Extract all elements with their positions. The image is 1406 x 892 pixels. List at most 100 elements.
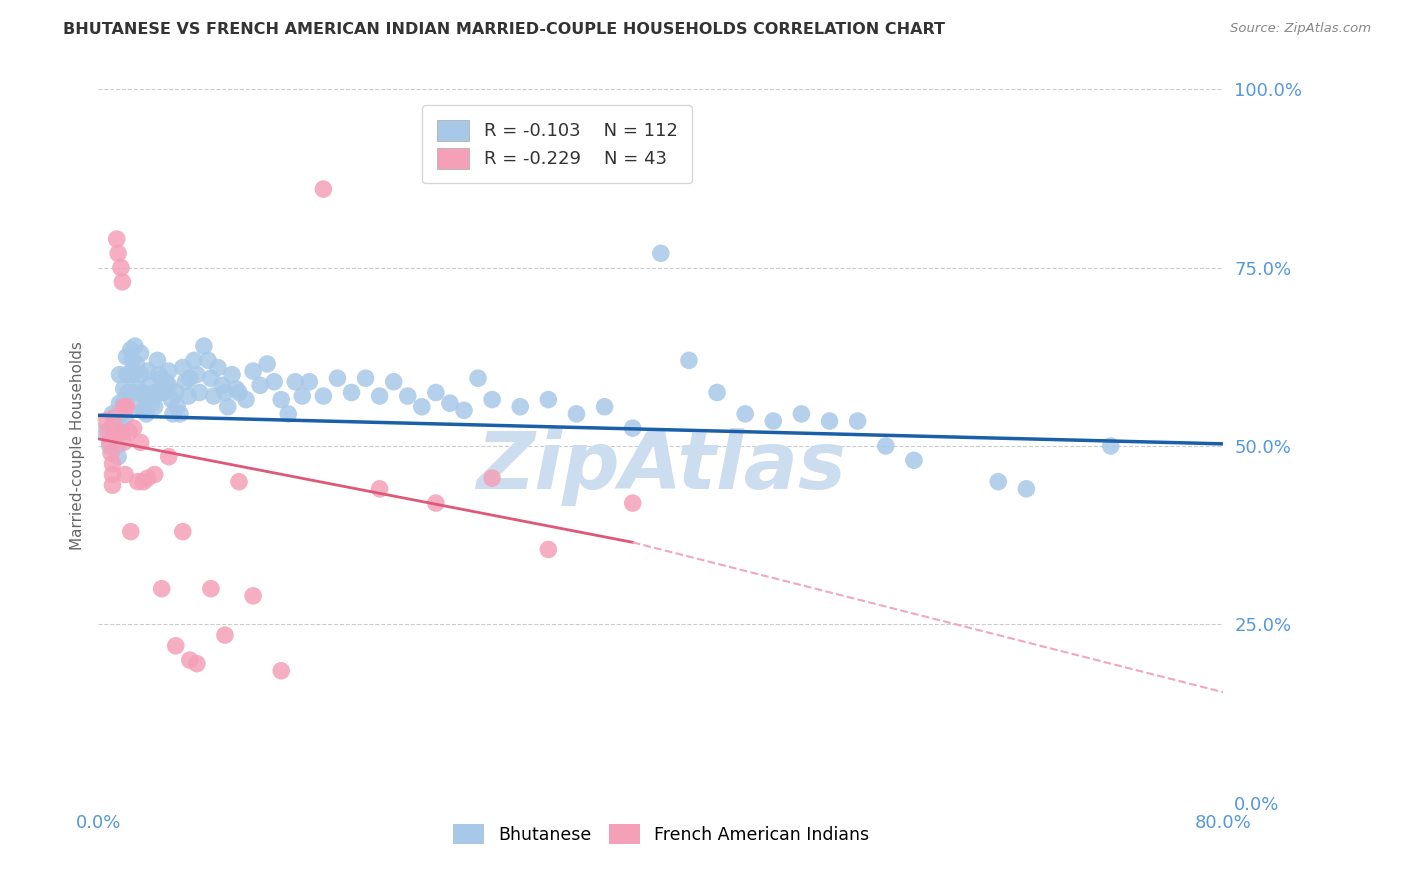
Point (101, 467, 124, 482)
Point (150, 582, 173, 596)
Point (98, 435, 121, 450)
Point (903, 453, 925, 467)
Point (127, 382, 149, 396)
Point (105, 439, 128, 453)
Point (125, 357, 148, 371)
Point (537, 542, 560, 557)
Point (235, 392, 257, 407)
Point (122, 385, 145, 400)
Point (298, 375, 321, 389)
Point (1015, 482, 1038, 496)
Point (312, 389, 335, 403)
Point (207, 360, 229, 375)
Point (565, 407, 588, 421)
Point (284, 375, 307, 389)
Point (228, 475, 250, 489)
Point (875, 439, 897, 453)
Point (481, 392, 503, 407)
Point (110, 260, 132, 275)
Point (186, 657, 208, 671)
Point (136, 471, 159, 485)
Point (396, 389, 419, 403)
Point (169, 407, 191, 421)
Point (103, 410, 125, 425)
Point (157, 378, 180, 392)
Point (94, 425, 117, 439)
Point (242, 589, 264, 603)
Point (225, 382, 247, 396)
Point (141, 396, 163, 410)
Text: Source: ZipAtlas.com: Source: ZipAtlas.com (1230, 22, 1371, 36)
Point (104, 425, 127, 439)
Point (118, 425, 141, 439)
Point (115, 400, 138, 414)
Point (101, 407, 124, 421)
Point (100, 446, 122, 460)
Point (112, 400, 135, 414)
Point (217, 400, 239, 414)
Point (270, 392, 292, 407)
Point (165, 385, 187, 400)
Point (108, 368, 131, 382)
Point (481, 471, 503, 485)
Point (179, 371, 201, 385)
Point (98, 439, 121, 453)
Point (138, 378, 160, 392)
Point (172, 524, 194, 539)
Point (650, 246, 672, 260)
Point (846, 414, 869, 428)
Point (143, 400, 166, 414)
Point (467, 371, 489, 385)
Point (132, 403, 155, 417)
Point (136, 364, 159, 378)
Point (162, 407, 184, 421)
Point (197, 353, 219, 368)
Point (111, 275, 134, 289)
Point (122, 421, 145, 435)
Point (174, 375, 197, 389)
Point (115, 368, 138, 382)
Point (193, 339, 215, 353)
Point (537, 392, 560, 407)
Point (188, 385, 211, 400)
Point (326, 371, 349, 385)
Point (382, 375, 405, 389)
Point (129, 435, 152, 450)
Point (200, 582, 222, 596)
Point (242, 364, 264, 378)
Point (157, 450, 180, 464)
Point (124, 339, 146, 353)
Point (105, 232, 128, 246)
Point (97, 425, 120, 439)
Point (110, 407, 132, 421)
Point (593, 400, 616, 414)
Point (111, 425, 134, 439)
Point (211, 378, 233, 392)
Point (115, 350, 138, 364)
Point (368, 389, 391, 403)
Point (120, 343, 142, 357)
Point (108, 396, 131, 410)
Point (149, 385, 172, 400)
Point (621, 496, 644, 510)
Point (127, 400, 149, 414)
Point (453, 403, 475, 417)
Point (509, 400, 531, 414)
Text: ZipAtlas: ZipAtlas (475, 428, 846, 507)
Point (221, 368, 243, 382)
Point (354, 371, 377, 385)
Point (165, 639, 187, 653)
Point (818, 414, 841, 428)
Point (202, 389, 225, 403)
Point (107, 450, 129, 464)
Point (108, 425, 131, 439)
Point (117, 385, 139, 400)
Point (312, 182, 335, 196)
Point (112, 435, 135, 450)
Point (112, 382, 135, 396)
Point (621, 421, 644, 435)
Point (101, 417, 124, 432)
Text: BHUTANESE VS FRENCH AMERICAN INDIAN MARRIED-COUPLE HOUSEHOLDS CORRELATION CHART: BHUTANESE VS FRENCH AMERICAN INDIAN MARR… (63, 22, 945, 37)
Point (148, 368, 170, 382)
Point (270, 664, 292, 678)
